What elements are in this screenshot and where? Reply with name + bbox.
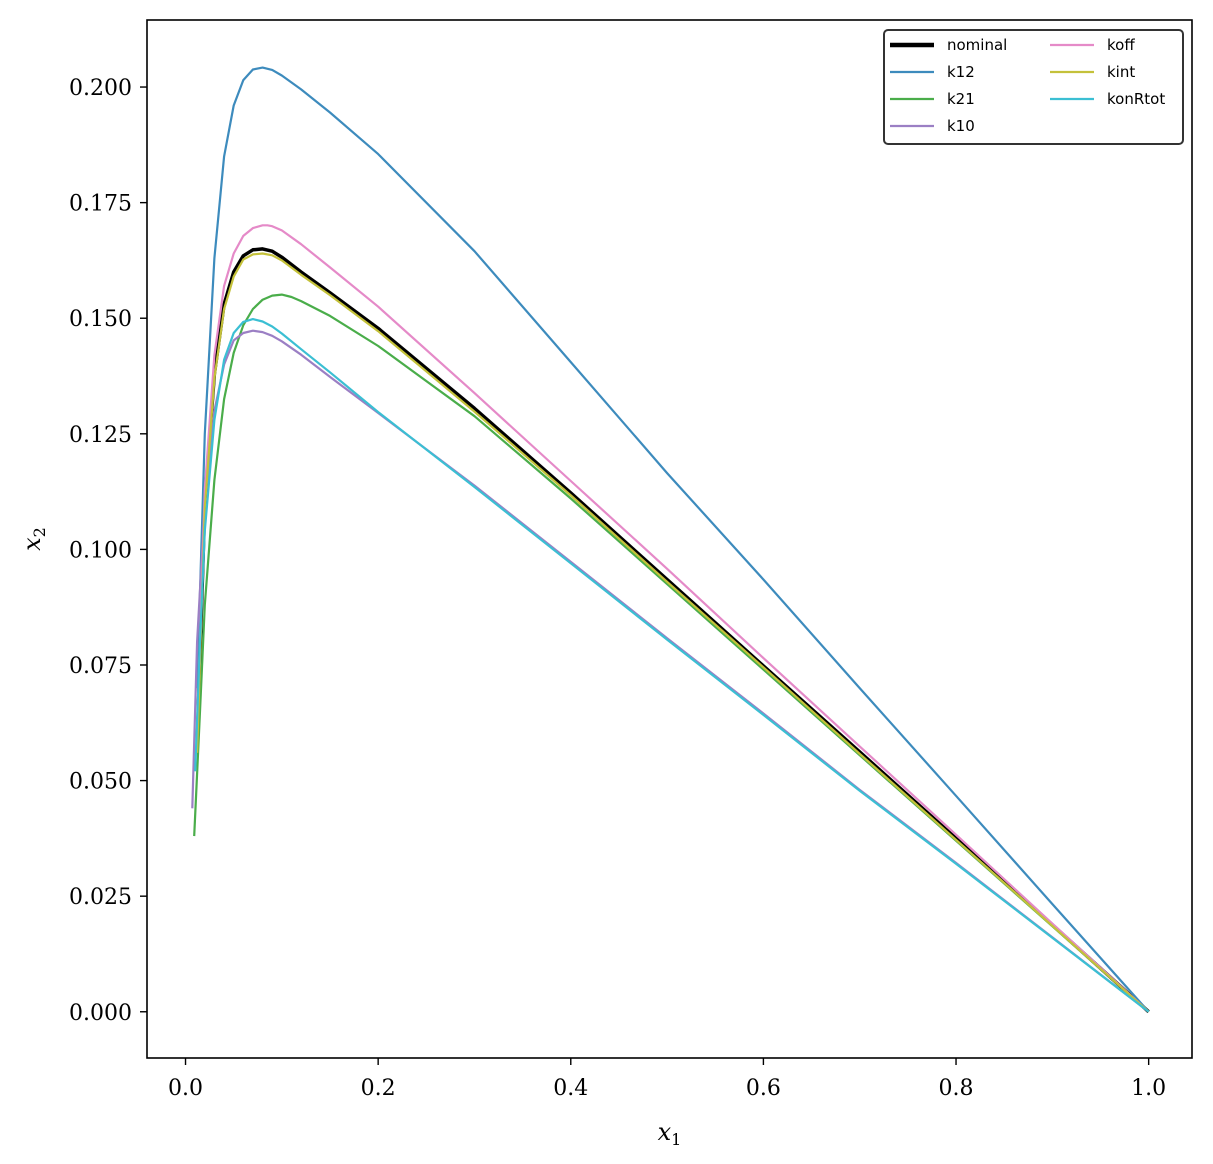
series-line-kint [196,252,1150,1013]
y-axis-label-main: x [18,537,46,551]
series-line-nominal [195,247,1150,1014]
y-tick-label: 0.000 [69,1001,132,1026]
x-tick-label: 0.2 [361,1076,396,1101]
x-axis-label-main: x [658,1118,672,1146]
legend-label-k21: k21 [947,90,975,108]
y-tick-label: 0.150 [69,307,132,332]
legend-label-koff: koff [1107,36,1135,54]
legend-label-nominal: nominal [947,36,1007,54]
series-line-k21 [193,293,1150,1013]
y-tick-label: 0.050 [69,770,132,795]
x-tick-label: 0.0 [168,1076,203,1101]
y-axis: 0.000 0.025 0.050 0.075 0.100 0.125 0.150 0.175… [69,76,147,1026]
y-tick-label: 0.200 [69,76,132,101]
y-tick-label: 0.025 [69,885,132,910]
legend-label-kint: kint [1107,63,1135,81]
series-line-konRtot [194,318,1150,1013]
x-tick-label: 0.8 [939,1076,974,1101]
legend: nominal k12 k21 k10 koff kint konRtot [883,29,1184,145]
y-axis-label-sub: 2 [30,527,49,537]
series-line-koff [196,224,1150,1013]
series-line-k10 [191,329,1150,1013]
x-tick-label: 0.4 [553,1076,588,1101]
legend-label-k10: k10 [947,117,975,135]
y-tick-label: 0.125 [69,423,132,448]
x-axis: 0.0 0.2 0.4 0.6 0.8 1.0 [168,1058,1166,1101]
y-tick-label: 0.175 [69,192,132,217]
y-tick-label: 0.075 [69,654,132,679]
y-axis-label: x2 [18,527,49,551]
legend-label-k12: k12 [947,63,975,81]
legend-label-konRtot: konRtot [1107,90,1165,108]
x-tick-label: 1.0 [1131,1076,1166,1101]
y-tick-label: 0.100 [69,538,132,563]
plot-area [191,66,1150,1014]
x-axis-label: x1 [658,1118,682,1149]
x-axis-label-sub: 1 [671,1130,681,1149]
legend-frame [883,29,1184,145]
x-tick-label: 0.6 [746,1076,781,1101]
series-line-k12 [196,66,1150,1013]
axes-frame [146,19,1193,1059]
